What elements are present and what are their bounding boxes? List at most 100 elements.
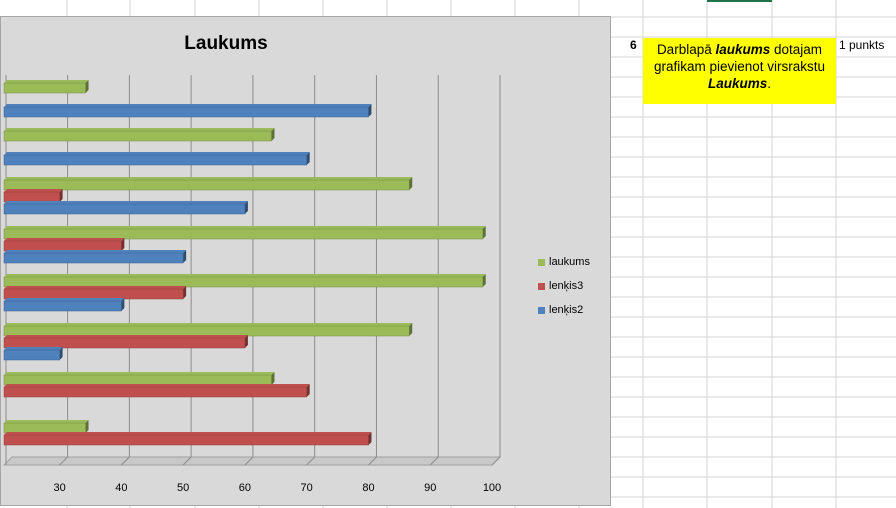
bar-top-face — [4, 286, 187, 289]
bar-top-face — [4, 189, 63, 192]
bar-front-face — [3, 337, 246, 349]
chart-legend[interactable]: laukums lenķis3 lenķis2 — [538, 250, 590, 322]
bar-end-face — [85, 420, 89, 433]
bar-top-face — [4, 384, 310, 387]
bar-laukums — [3, 274, 486, 288]
bar-front-face — [3, 179, 410, 191]
bar-top-face — [4, 201, 248, 204]
x-tick-label: 100 — [483, 482, 501, 494]
bar-end-face — [59, 347, 63, 360]
bar-end-face — [183, 286, 187, 299]
bar-lenķis3 — [3, 286, 187, 300]
bar-front-face — [3, 130, 272, 142]
legend-label: laukums — [549, 256, 590, 268]
bar-end-face — [409, 323, 413, 336]
bar-end-face — [409, 177, 413, 190]
bar-end-face — [482, 274, 486, 287]
bar-top-face — [4, 104, 372, 107]
x-tick-label: 90 — [424, 482, 436, 494]
task-description-cell[interactable]: Darblapā laukums dotajam grafikam pievie… — [643, 38, 836, 104]
bar-front-face — [3, 82, 86, 94]
gridline-depth — [429, 456, 439, 466]
bar-end-face — [85, 80, 89, 93]
bar-chart-plot: 30 40 50 60 70 80 90 100 — [2, 75, 502, 494]
chart-title[interactable]: Laukums — [184, 33, 268, 54]
bar-top-face — [4, 152, 310, 155]
bar-lenķis3 — [3, 238, 125, 252]
x-tick-label: 70 — [301, 482, 313, 494]
bar-front-face — [3, 422, 86, 434]
bar-lenķis3 — [3, 384, 310, 398]
points-cell[interactable]: 1 punkts — [839, 38, 885, 52]
bar-top-face — [4, 298, 125, 301]
bar-end-face — [244, 335, 248, 348]
bar-front-face — [3, 154, 307, 166]
bar-front-face — [3, 276, 483, 288]
task-keyword-sheet: laukums — [715, 42, 771, 57]
bar-lenķis3 — [3, 335, 248, 349]
bar-front-face — [3, 191, 60, 203]
legend-swatch — [538, 306, 545, 314]
x-tick-label: 30 — [53, 482, 65, 494]
bar-end-face — [368, 432, 372, 445]
bar-end-face — [271, 372, 275, 385]
bar-end-face — [59, 189, 63, 202]
bar-top-face — [4, 420, 89, 423]
bar-front-face — [3, 386, 307, 398]
bar-laukums — [3, 323, 413, 337]
bar-top-face — [4, 177, 413, 180]
legend-swatch — [538, 282, 545, 290]
bar-end-face — [121, 298, 125, 311]
bar-laukums — [3, 420, 89, 434]
bar-end-face — [244, 201, 248, 214]
legend-swatch — [538, 258, 545, 266]
gridline-depth — [59, 456, 68, 466]
x-tick-label: 60 — [239, 482, 251, 494]
task-text-1: Darblapā — [656, 42, 716, 57]
bar-lenķis3 — [3, 189, 63, 203]
bar-lenķis2 — [3, 152, 310, 166]
bar-top-face — [4, 250, 187, 253]
legend-item-lenkis3: lenķis3 — [538, 274, 590, 298]
bar-top-face — [4, 347, 63, 350]
bar-top-face — [4, 335, 248, 338]
bar-top-face — [4, 80, 89, 83]
row-number[interactable]: 6 — [630, 38, 637, 52]
bar-front-face — [3, 203, 246, 215]
bar-end-face — [368, 104, 372, 117]
gridline-depth — [368, 456, 377, 466]
task-text-2: dotajam grafikam pievienot virsrakstu — [653, 42, 826, 74]
bar-front-face — [3, 325, 410, 337]
bar-end-face — [271, 128, 275, 141]
bar-end-face — [183, 250, 187, 263]
bar-end-face — [121, 238, 125, 251]
task-keyword-title: Laukums — [707, 76, 768, 91]
bar-top-face — [4, 372, 275, 375]
bar-front-face — [3, 106, 369, 118]
bar-front-face — [3, 288, 184, 300]
bar-end-face — [306, 384, 310, 397]
bar-front-face — [3, 300, 122, 312]
legend-label: lenķis3 — [549, 280, 584, 292]
bar-front-face — [3, 349, 60, 361]
selected-column-marker — [707, 0, 772, 2]
gridline-depth — [121, 456, 130, 466]
bar-front-face — [3, 374, 272, 386]
legend-item-lenkis2: lenķis2 — [538, 298, 590, 322]
x-tick-label: 80 — [362, 482, 374, 494]
bar-top-face — [4, 226, 486, 229]
bar-lenķis2 — [3, 347, 63, 361]
bar-laukums — [3, 128, 275, 142]
bar-top-face — [4, 274, 486, 277]
x-tick-label: 50 — [177, 482, 189, 494]
x-tick-label: 40 — [115, 482, 127, 494]
bar-front-face — [3, 228, 483, 240]
bar-end-face — [482, 226, 486, 239]
bar-lenķis2 — [3, 250, 187, 264]
bar-laukums — [3, 80, 89, 94]
bar-laukums — [3, 372, 275, 386]
bar-lenķis2 — [3, 201, 248, 215]
bar-top-face — [4, 323, 413, 326]
bar-lenķis3 — [3, 432, 372, 446]
gridline-depth — [306, 456, 316, 466]
